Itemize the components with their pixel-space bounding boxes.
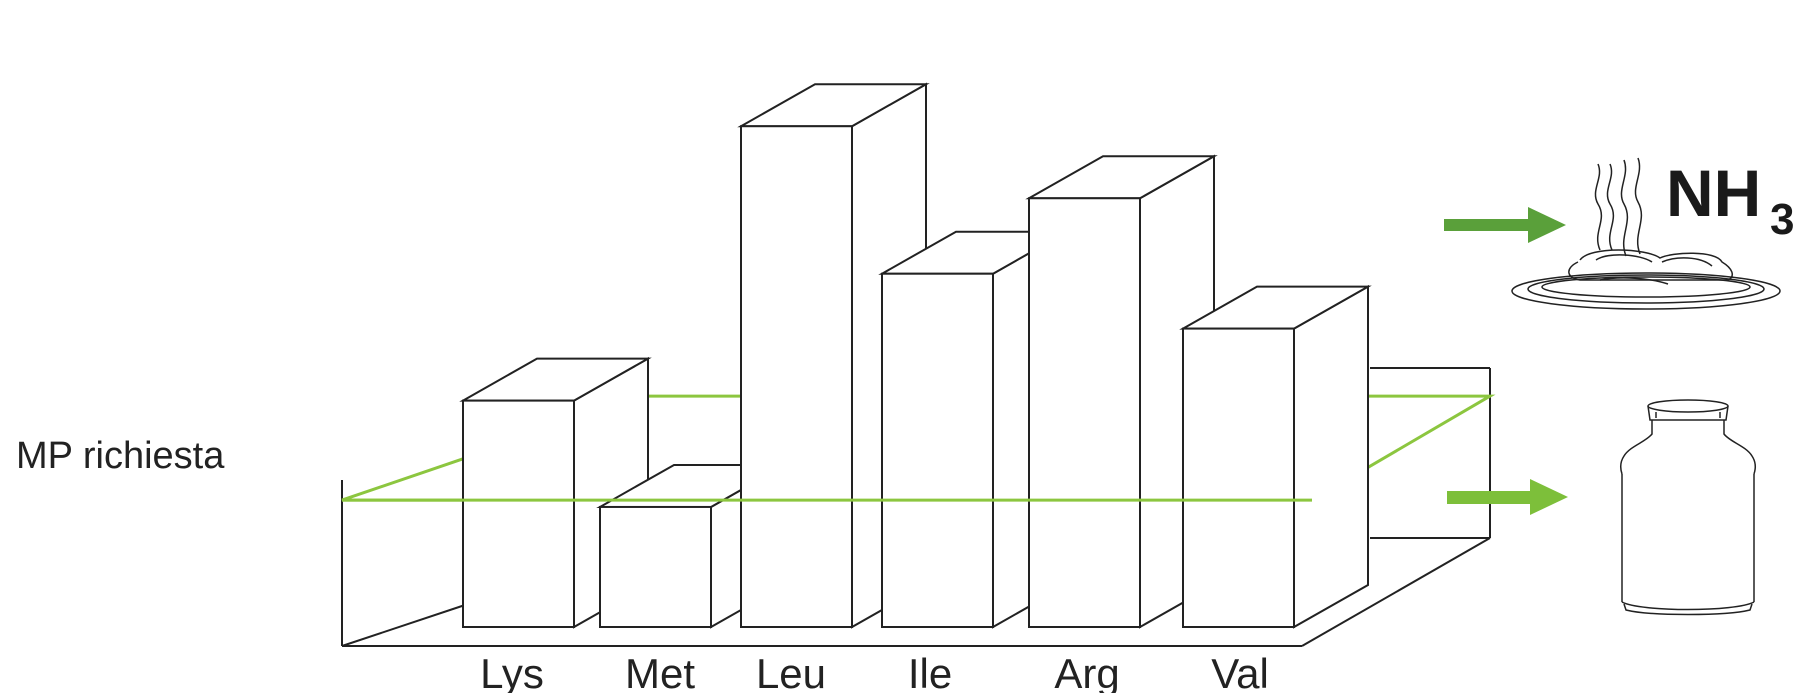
bar-front-face bbox=[462, 399, 575, 628]
arrow-to-milk-icon bbox=[1447, 479, 1568, 515]
bar-front-face bbox=[1182, 327, 1295, 628]
bar-met bbox=[596, 463, 789, 629]
category-label-leu: Leu bbox=[756, 650, 826, 693]
bar-front-face bbox=[740, 125, 853, 628]
bar-front-face bbox=[1028, 197, 1141, 628]
category-label-met: Met bbox=[625, 650, 695, 693]
mp-requirement-label: MP richiesta bbox=[16, 435, 225, 477]
floor-right-diagonal bbox=[1301, 537, 1491, 647]
floor-left-diagonal bbox=[341, 604, 466, 647]
chart-box-frame bbox=[341, 367, 1491, 647]
bars-group bbox=[459, 82, 1372, 629]
category-label-val: Val bbox=[1211, 650, 1269, 693]
category-label-ile: Ile bbox=[908, 650, 952, 693]
milk-can-icon bbox=[1619, 399, 1757, 616]
ammonia-subscript: 3 bbox=[1770, 195, 1794, 244]
category-label-lys: Lys bbox=[480, 650, 544, 693]
arrow-to-ammonia-icon bbox=[1444, 207, 1566, 243]
bar-val bbox=[1179, 284, 1372, 629]
bar-front-face bbox=[599, 505, 712, 629]
manure-pile-icon bbox=[1511, 157, 1781, 310]
ammonia-label: NH bbox=[1666, 156, 1761, 230]
category-label-arg: Arg bbox=[1054, 650, 1119, 693]
bar-front-face bbox=[881, 272, 994, 628]
bar-lys bbox=[459, 356, 652, 629]
bar-side-face bbox=[1293, 284, 1369, 629]
category-labels: Lys Met Leu Ile Arg Val bbox=[480, 650, 1269, 697]
